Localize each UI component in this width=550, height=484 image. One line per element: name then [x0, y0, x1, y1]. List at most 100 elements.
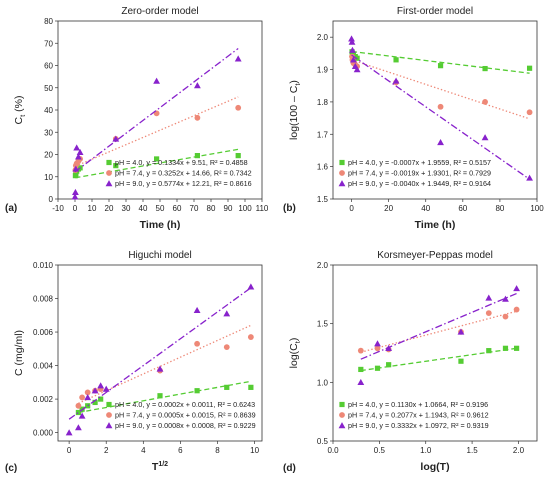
data-point — [73, 144, 81, 151]
data-point — [72, 188, 79, 196]
data-point — [358, 366, 364, 373]
legend-marker — [339, 170, 345, 176]
data-point — [502, 313, 509, 320]
data-point — [482, 65, 488, 72]
x-tick-label: 10 — [88, 204, 97, 213]
data-point — [234, 55, 242, 62]
x-tick-label: 0.0 — [327, 446, 339, 455]
data-point — [223, 310, 231, 317]
y-tick-label: 40 — [44, 106, 53, 115]
legend-marker — [339, 412, 345, 418]
data-point — [75, 153, 82, 160]
x-tick-label: 20 — [105, 204, 114, 213]
trend-line — [360, 347, 517, 372]
y-tick-label: 1.8 — [317, 98, 329, 107]
data-point — [223, 344, 230, 351]
data-point — [513, 306, 520, 313]
data-point — [437, 63, 444, 69]
data-point — [153, 77, 160, 84]
data-point — [71, 193, 79, 200]
plot-frame — [332, 20, 538, 200]
data-point — [348, 38, 356, 45]
series-2 — [75, 324, 254, 409]
y-tick-label: 0.006 — [33, 328, 54, 337]
trend-line — [75, 148, 239, 179]
data-point — [72, 165, 80, 172]
data-point — [157, 393, 163, 399]
data-point — [374, 345, 381, 352]
x-tick-label: 100 — [530, 204, 544, 213]
data-point — [194, 153, 200, 159]
legend-entry: pH = 4.0, y = 0.1334x + 9.51, R² = 0.485… — [115, 158, 248, 167]
data-point — [349, 46, 356, 53]
series-3 — [348, 35, 533, 181]
data-point — [486, 348, 492, 354]
data-point — [113, 163, 119, 169]
data-point — [437, 138, 444, 146]
y-tick-label: 0.5 — [317, 437, 329, 446]
y-tick-label: 0.002 — [33, 395, 54, 404]
y-tick-label: 10 — [44, 173, 53, 182]
chart-panel-3: Higuchi model 0 2 4 6 8 10 0.000 0.002 0.004 0.006… — [5, 250, 263, 474]
data-point — [502, 345, 509, 351]
y-axis-label: log(100 – Ct) — [288, 80, 302, 140]
data-point — [224, 384, 230, 390]
data-point — [112, 135, 120, 142]
legend-marker — [106, 412, 112, 418]
legend-marker — [338, 180, 346, 187]
series-1 — [358, 345, 520, 373]
y-tick-label: 20 — [44, 151, 53, 160]
plot-frame — [57, 264, 263, 442]
data-point — [78, 412, 86, 419]
legend-entry: pH = 9.0, y = 0.3332x + 1.0972, R² = 0.9… — [348, 421, 489, 430]
y-tick-label: 80 — [44, 17, 53, 26]
data-point — [392, 77, 400, 84]
plot-frame — [332, 264, 538, 442]
x-tick-label: 70 — [190, 204, 199, 213]
chart-panel-2: First-order model 0 20 40 60 80 100 1.5 1.6 1.7 1.… — [283, 6, 544, 231]
data-point — [97, 382, 105, 389]
data-point — [75, 402, 82, 409]
x-tick-label: 80 — [495, 204, 504, 213]
data-point — [247, 283, 255, 290]
y-tick-label: 60 — [44, 62, 53, 71]
trend-line — [351, 54, 530, 180]
data-point — [526, 65, 533, 71]
x-axis-label: Time (h) — [140, 219, 181, 231]
trend-line — [351, 59, 530, 120]
legend-entry: pH = 7.4, y = -0.0019x + 1.9301, R² = 0.… — [348, 169, 491, 178]
trend-line — [360, 292, 517, 360]
data-point — [75, 424, 82, 431]
data-point — [437, 103, 444, 110]
data-point — [65, 429, 73, 436]
data-point — [526, 174, 533, 181]
x-tick-label: 60 — [173, 204, 182, 213]
legend-entry: pH = 7.4, y = 0.3252x + 14.66, R² = 0.73… — [115, 169, 252, 178]
legend-entry: pH = 7.4, y = 0.2077x + 1.1943, R² = 0.9… — [348, 411, 489, 420]
y-tick-label: 2.0 — [317, 261, 329, 270]
data-point — [514, 345, 520, 351]
data-point — [79, 394, 86, 401]
data-point — [194, 388, 200, 394]
y-axis-label-sub: t — [18, 114, 27, 117]
data-point — [235, 153, 241, 159]
y-axis-label-sub: t — [293, 340, 302, 343]
y-axis-label: log(Ct) — [288, 338, 302, 369]
data-point — [526, 109, 533, 116]
x-tick-label: 8 — [215, 446, 220, 455]
x-axis-label: log(T) — [420, 461, 449, 473]
trend-line — [75, 96, 239, 167]
x-tick-label: 110 — [256, 204, 269, 213]
panel-label: (a) — [5, 203, 17, 214]
y-tick-label: 50 — [44, 84, 53, 93]
data-point — [84, 389, 91, 396]
y-tick-label: 70 — [44, 39, 53, 48]
x-tick-label: 30 — [122, 204, 131, 213]
y-axis-label: Ct (%) — [13, 96, 27, 125]
legend-marker — [339, 159, 345, 166]
y-tick-label: 0.010 — [33, 261, 54, 270]
y-tick-label: 1.0 — [317, 378, 329, 387]
data-point — [374, 340, 381, 347]
